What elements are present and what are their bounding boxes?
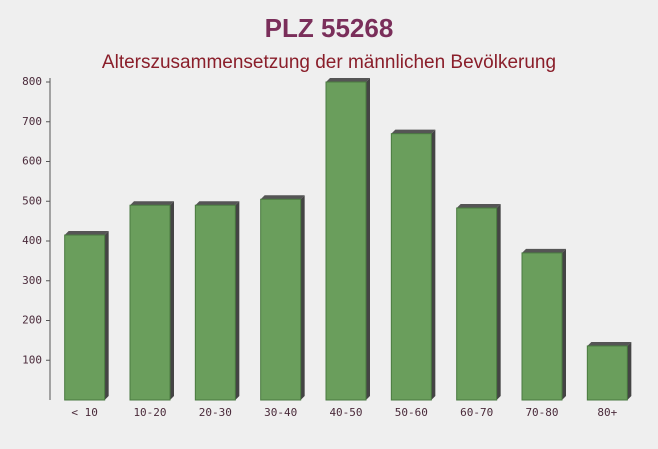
bar-shadow: [431, 129, 436, 401]
chart-title: PLZ 55268: [265, 13, 394, 43]
x-tick-label: 70-80: [525, 406, 558, 419]
y-tick-label: 800: [22, 75, 42, 88]
bar-shadow: [562, 248, 566, 400]
y-tick-label: 200: [22, 314, 42, 327]
chart-subtitle: Alterszusammensetzung der männlichen Bev…: [102, 52, 556, 73]
bar-shadow: [366, 78, 370, 400]
bar: [64, 234, 106, 401]
y-tick-label: 500: [22, 194, 42, 207]
y-tick-label: 100: [22, 353, 42, 366]
bar-shadow: [104, 231, 109, 400]
y-tick-label: 700: [22, 115, 42, 128]
bar-top: [456, 204, 501, 209]
x-tick-label: 60-70: [460, 406, 493, 419]
bar: [390, 133, 432, 401]
bar: [586, 345, 628, 401]
bar-top: [130, 201, 174, 206]
bar-shadow: [627, 341, 632, 400]
x-tick-label: 80+: [597, 406, 617, 419]
y-tick-label: 600: [22, 155, 42, 168]
y-tick-label: 400: [22, 234, 42, 247]
x-tick-label: 20-30: [199, 406, 232, 419]
x-tick-label: 30-40: [264, 406, 297, 419]
bar: [521, 252, 563, 401]
bar-top: [64, 231, 109, 236]
bar-top: [326, 78, 370, 82]
bar-shadow: [300, 195, 305, 400]
bar-shadow: [496, 204, 501, 400]
x-tick-label: 40-50: [329, 406, 362, 419]
bar: [260, 198, 302, 401]
x-tick-label: < 10: [71, 406, 98, 419]
x-tick-label: 10-20: [133, 406, 166, 419]
bar: [325, 81, 367, 401]
bar: [456, 207, 498, 401]
bar-top: [587, 341, 632, 346]
x-tick-label: 50-60: [395, 406, 428, 419]
bar-top: [391, 129, 436, 134]
y-tick-label: 300: [22, 274, 42, 287]
bar-top: [522, 248, 566, 253]
bar: [129, 204, 171, 401]
bar-shadow: [170, 201, 174, 400]
bar: [194, 204, 236, 401]
bar-top: [260, 195, 305, 200]
bar-shadow: [235, 201, 240, 400]
bar-top: [195, 201, 240, 206]
